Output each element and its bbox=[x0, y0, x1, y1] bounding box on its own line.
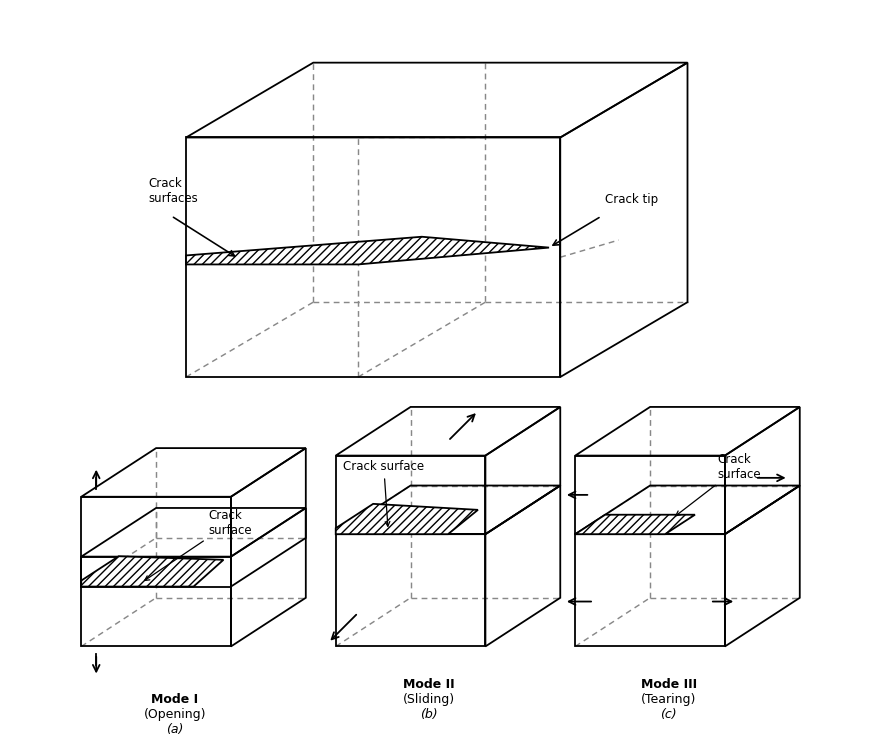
Text: Crack
surfaces: Crack surfaces bbox=[149, 176, 198, 204]
Text: (c): (c) bbox=[660, 707, 677, 721]
Polygon shape bbox=[336, 504, 478, 534]
Polygon shape bbox=[82, 556, 223, 587]
Text: Crack
surface: Crack surface bbox=[676, 453, 761, 516]
Polygon shape bbox=[186, 237, 549, 265]
Text: Crack tip: Crack tip bbox=[605, 194, 659, 207]
Polygon shape bbox=[575, 515, 695, 534]
Text: Mode III: Mode III bbox=[641, 678, 697, 691]
Text: Crack
surface: Crack surface bbox=[144, 509, 252, 581]
Text: Crack surface: Crack surface bbox=[343, 460, 425, 526]
Text: (Opening): (Opening) bbox=[143, 707, 206, 721]
Text: (a): (a) bbox=[166, 722, 184, 735]
Text: Mode II: Mode II bbox=[403, 678, 455, 691]
Text: Mode I: Mode I bbox=[151, 693, 198, 706]
Text: (Sliding): (Sliding) bbox=[403, 693, 455, 706]
Text: (Tearing): (Tearing) bbox=[642, 693, 696, 706]
Text: (b): (b) bbox=[420, 707, 438, 721]
